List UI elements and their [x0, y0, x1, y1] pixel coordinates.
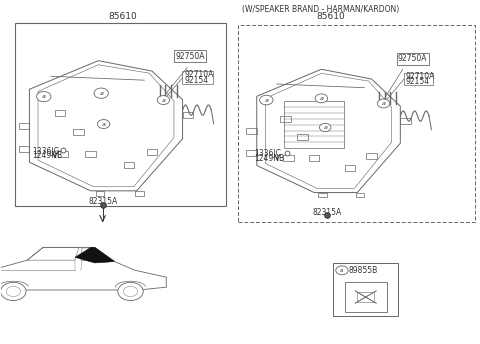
Circle shape	[260, 95, 273, 105]
Circle shape	[97, 120, 110, 129]
Text: a: a	[99, 91, 103, 96]
Bar	[15, 23, 226, 206]
Bar	[135, 191, 144, 196]
Text: 92750A: 92750A	[398, 54, 428, 63]
Text: a: a	[161, 98, 165, 103]
Bar	[147, 149, 157, 155]
Bar	[246, 150, 257, 156]
Text: 1336JC: 1336JC	[254, 149, 281, 158]
Bar	[366, 152, 377, 159]
Text: a: a	[264, 98, 268, 103]
Text: 85610: 85610	[317, 12, 345, 21]
Circle shape	[118, 282, 143, 301]
Bar	[85, 151, 96, 158]
Text: 1249NB: 1249NB	[254, 154, 285, 163]
Bar	[55, 110, 65, 116]
Bar	[246, 128, 257, 134]
Bar	[345, 282, 386, 312]
Bar	[298, 134, 308, 140]
Bar	[58, 151, 68, 158]
Bar	[345, 165, 355, 171]
Text: a: a	[323, 125, 327, 130]
Circle shape	[123, 286, 138, 297]
Bar	[96, 191, 104, 196]
Text: (W/SPEAKER BRAND - HARMAN/KARDON): (W/SPEAKER BRAND - HARMAN/KARDON)	[242, 5, 400, 14]
Text: 1249NB: 1249NB	[32, 151, 62, 160]
Bar	[182, 71, 213, 84]
Text: a: a	[319, 96, 324, 101]
Polygon shape	[75, 247, 115, 263]
Bar	[73, 129, 84, 135]
Circle shape	[336, 266, 348, 275]
Bar	[19, 146, 29, 152]
Circle shape	[315, 94, 327, 103]
Bar	[357, 292, 374, 302]
Circle shape	[94, 88, 108, 98]
Circle shape	[36, 92, 51, 102]
Bar	[400, 118, 411, 124]
Circle shape	[0, 282, 26, 301]
Text: a: a	[382, 101, 385, 106]
Text: 82315A: 82315A	[88, 197, 117, 206]
Bar	[309, 155, 320, 161]
Text: 92750A: 92750A	[175, 52, 205, 61]
Bar	[283, 155, 294, 161]
Bar	[124, 162, 134, 168]
Text: a: a	[42, 94, 46, 99]
Text: a: a	[102, 121, 106, 127]
Text: a: a	[340, 268, 344, 273]
Circle shape	[320, 123, 331, 131]
Circle shape	[377, 99, 390, 108]
Bar	[284, 101, 344, 148]
Text: 1336JC: 1336JC	[32, 147, 59, 156]
Text: 92154: 92154	[406, 77, 430, 86]
Bar	[319, 193, 327, 197]
Bar	[356, 193, 364, 197]
Text: 82315A: 82315A	[312, 207, 342, 217]
Bar	[19, 123, 29, 129]
Circle shape	[6, 286, 21, 297]
Bar	[238, 25, 475, 222]
Bar	[333, 263, 398, 316]
Text: 92154: 92154	[184, 76, 208, 85]
Bar	[404, 73, 433, 85]
Text: 92710A: 92710A	[406, 72, 435, 80]
Text: 92710A: 92710A	[184, 70, 214, 79]
Bar	[280, 116, 291, 121]
Circle shape	[157, 96, 169, 105]
Text: 89855B: 89855B	[348, 266, 378, 275]
Text: 85610: 85610	[108, 12, 137, 21]
Bar	[182, 112, 193, 118]
